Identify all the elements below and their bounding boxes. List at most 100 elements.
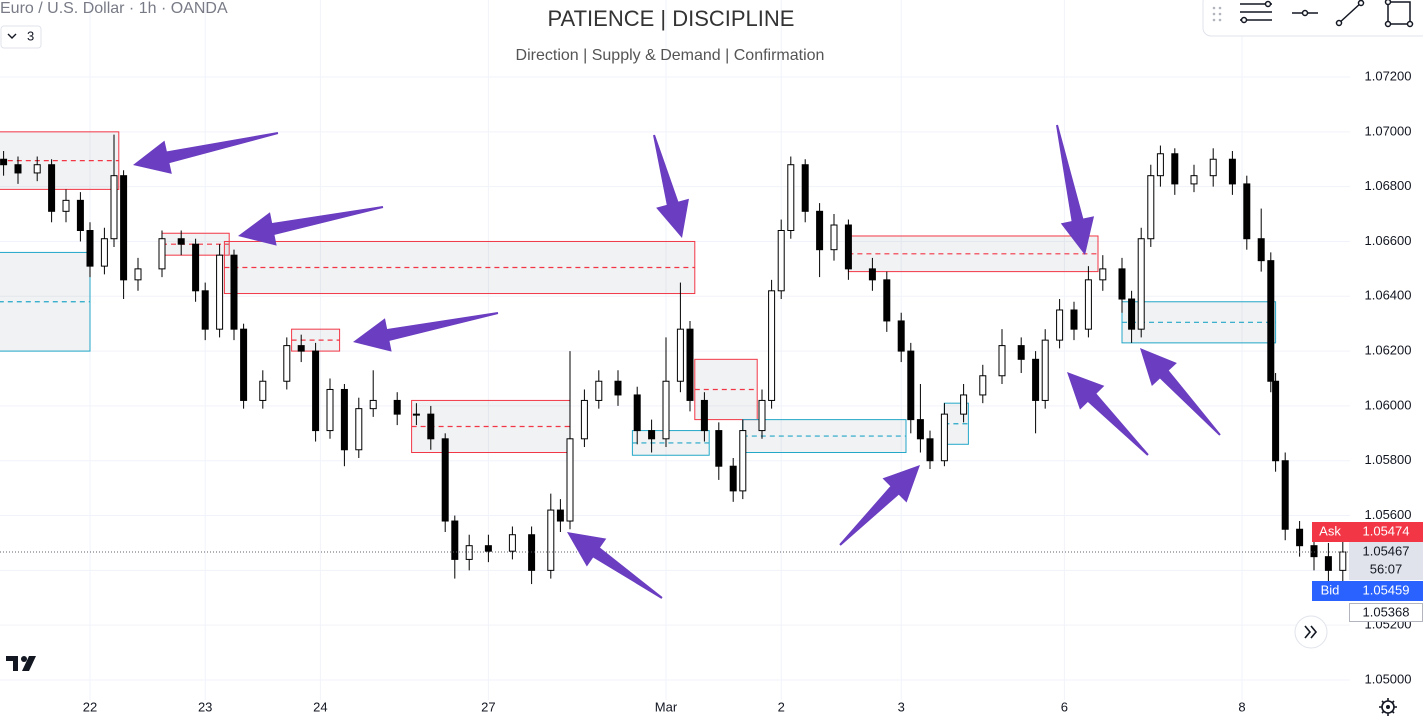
candle-body (283, 345, 291, 382)
y-tick-label: 1.07200 (1365, 68, 1412, 83)
candle-body (556, 509, 564, 522)
candle-body (451, 520, 459, 560)
x-tick-label: 8 (1238, 699, 1245, 714)
ask-tag (1312, 522, 1349, 542)
candle-body (86, 230, 94, 267)
fib-tool[interactable] (1240, 0, 1272, 24)
candle-body (355, 408, 363, 451)
candle-body (777, 230, 785, 292)
indicator-count: 3 (27, 28, 34, 43)
candle-body (787, 164, 795, 232)
ask-box (1349, 522, 1423, 542)
candle-body (216, 254, 224, 330)
annotation-arrow (653, 134, 689, 238)
candle-body (465, 545, 473, 560)
drawing-toolbar (1202, 0, 1423, 37)
arrow-layer (133, 124, 1221, 599)
candle-body (369, 399, 377, 410)
candle-body (484, 545, 492, 552)
price-marker: 1.05368 (1363, 604, 1410, 619)
candle-body (897, 320, 905, 352)
candle-body (240, 328, 248, 401)
candle-body (960, 394, 968, 415)
x-tick-label: 22 (83, 699, 97, 714)
candle-body (1041, 339, 1049, 401)
last-price-box (1349, 542, 1423, 580)
annotation-arrow (1140, 348, 1221, 436)
candle-body (134, 268, 142, 281)
candle-body (528, 534, 536, 571)
symbol: Euro / U.S. Dollar · 1h · OANDA (0, 0, 228, 17)
candle-body (816, 210, 824, 251)
candle-body (1257, 238, 1265, 262)
trendline-tool[interactable] (1335, 0, 1365, 27)
time-scale (0, 700, 1350, 722)
candle-body (729, 465, 737, 492)
candle-body (662, 380, 670, 440)
indicator-toggle[interactable] (0, 25, 42, 49)
candle-body (1171, 153, 1179, 185)
candle-body (926, 438, 934, 462)
candle-body (686, 328, 694, 401)
candle-body (76, 199, 84, 232)
y-tick-label: 1.06200 (1365, 343, 1412, 358)
rectangle-tool[interactable] (1384, 0, 1414, 28)
candle-body (508, 534, 516, 552)
chart-subtitle: Direction | Supply & Demand | Confirmati… (516, 47, 825, 64)
candle-body (883, 279, 891, 322)
candle-body (1147, 175, 1155, 240)
settings-button[interactable] (1379, 698, 1397, 716)
candle-layer (0, 134, 1350, 598)
scroll-to-latest[interactable] (1294, 615, 1328, 649)
candle-body (1084, 279, 1092, 330)
candle-body (580, 399, 588, 440)
candle-body (201, 290, 209, 330)
annotation-arrow (133, 132, 279, 174)
x-tick-label: 6 (1061, 699, 1068, 714)
x-tick-label: 3 (898, 699, 905, 714)
candle-body (177, 238, 185, 245)
candle-body (100, 238, 108, 267)
y-tick-label: 1.06400 (1365, 288, 1412, 303)
bid-value: 1.05459 (1363, 582, 1410, 597)
candle-body (868, 268, 876, 281)
candle-body (801, 164, 809, 212)
candle-body (547, 509, 555, 571)
candle-body (844, 224, 852, 270)
x-tick-label: 24 (313, 699, 327, 714)
tv-logo (6, 656, 36, 671)
x-tick-label: 27 (481, 699, 495, 714)
annotation-arrow (1056, 124, 1095, 255)
candle-body (916, 419, 924, 440)
annotation-arrow (1067, 372, 1149, 456)
zone-layer (0, 131, 1277, 456)
y-tick-label: 1.06800 (1365, 178, 1412, 193)
bid-label: Bid (1321, 582, 1340, 597)
candle-body (1228, 158, 1236, 185)
candle-body (1272, 380, 1280, 462)
candle-body (940, 413, 948, 462)
chart-title: PATIENCE | DISCIPLINE (548, 6, 795, 31)
candle-body (1190, 175, 1198, 185)
bid-box (1349, 581, 1423, 601)
candle-body (62, 199, 70, 212)
candle-body (48, 164, 56, 212)
candle-body (297, 345, 305, 352)
candle-body (739, 430, 747, 492)
candle-body (1243, 183, 1251, 240)
bid-tag (1312, 581, 1349, 601)
chevron-icon (7, 33, 17, 39)
zone (411, 399, 571, 454)
candle-body (192, 243, 200, 292)
y-tick-label: 1.05000 (1365, 671, 1412, 686)
candle-body (1209, 158, 1217, 177)
candle-body (427, 413, 435, 440)
hline-tool[interactable] (1292, 9, 1318, 17)
candle-body (595, 380, 603, 401)
candle-body (1156, 153, 1164, 177)
candle-body (0, 158, 8, 166)
candle-body (998, 345, 1006, 377)
